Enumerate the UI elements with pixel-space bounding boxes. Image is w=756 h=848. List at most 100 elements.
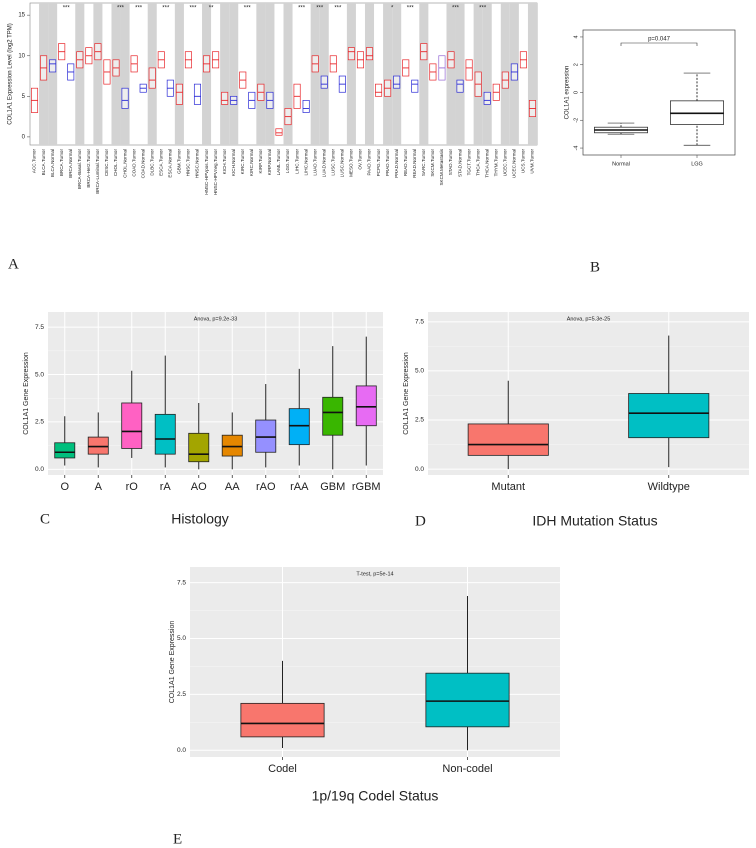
x-tick-label: O bbox=[60, 481, 69, 493]
x-tick-label: DLBC.Tumor bbox=[149, 149, 154, 176]
x-tick-label: LIHC.Tumor bbox=[294, 149, 299, 174]
x-tick-label: ESCA.Normal bbox=[168, 149, 173, 178]
x-tick-label: Normal bbox=[612, 161, 630, 167]
box bbox=[411, 79, 419, 93]
y-tick-label: 0.0 bbox=[35, 466, 44, 473]
x-tick-label: KICH.Tumor bbox=[222, 149, 227, 175]
group-shade bbox=[48, 3, 58, 145]
box bbox=[49, 59, 57, 73]
box bbox=[221, 434, 243, 457]
significance: *** bbox=[479, 6, 487, 12]
x-tick-label: rO bbox=[126, 481, 139, 493]
group-shade bbox=[446, 3, 456, 145]
y-tick-label: 5.0 bbox=[35, 371, 44, 378]
x-tick-label: LAML.Tumor bbox=[276, 149, 281, 176]
x-tick-label: THCA.Normal bbox=[484, 149, 489, 178]
group-shade bbox=[283, 3, 293, 145]
y-tick-label: 5.0 bbox=[415, 368, 424, 375]
y-tick-label: 2.5 bbox=[177, 691, 186, 698]
box bbox=[221, 91, 229, 105]
x-tick-label: LIHC.Normal bbox=[303, 149, 308, 176]
x-tick-label: GBM.Tumor bbox=[177, 149, 182, 174]
x-tick-label: CHOL.Normal bbox=[122, 149, 127, 178]
x-tick-label: CESC.Tumor bbox=[104, 149, 109, 177]
x-tick-label: SKCM.Tumor bbox=[430, 149, 435, 177]
x-tick-label: PRAD.Tumor bbox=[385, 149, 390, 177]
y-tick-label: 0 bbox=[22, 134, 26, 140]
x-tick-label: SKCM.Metastasis bbox=[439, 148, 444, 185]
x-tick-label: CHOL.Tumor bbox=[113, 149, 118, 177]
x-tick-label: COAD.Normal bbox=[140, 149, 145, 178]
y-tick-label: 4 bbox=[573, 35, 579, 38]
x-tick-label: Mutant bbox=[491, 481, 525, 493]
x-tick-label: HNSC.Tumor bbox=[186, 149, 191, 177]
group-shade bbox=[310, 3, 320, 145]
significance: *** bbox=[162, 6, 170, 12]
significance: *** bbox=[316, 6, 324, 12]
y-tick-label: 7.5 bbox=[177, 579, 186, 586]
box bbox=[87, 436, 109, 455]
group-shade bbox=[220, 3, 230, 145]
significance: *** bbox=[63, 6, 71, 12]
x-axis-label: IDH Mutation Status bbox=[532, 513, 657, 529]
y-tick-label: 2.5 bbox=[35, 419, 44, 426]
x-tick-label: HNSC.Normal bbox=[195, 149, 200, 178]
y-tick-label: 2 bbox=[573, 63, 579, 66]
x-tick-label: COAD.Tumor bbox=[131, 149, 136, 177]
box bbox=[365, 47, 374, 61]
group-shade bbox=[229, 3, 239, 145]
box bbox=[456, 79, 464, 93]
y-tick-label: 0.0 bbox=[415, 466, 424, 473]
y-tick-label: 2.5 bbox=[415, 417, 424, 424]
significance: *** bbox=[452, 6, 460, 12]
box bbox=[322, 396, 344, 436]
box bbox=[148, 67, 156, 89]
box bbox=[121, 87, 129, 109]
x-tick-label: LGG bbox=[691, 161, 703, 167]
group-shade bbox=[93, 3, 103, 145]
y-tick-label: 0 bbox=[573, 91, 579, 94]
x-tick-label: READ.Tumor bbox=[403, 149, 408, 177]
annotation: Anova, p=9.2e-33 bbox=[194, 316, 238, 322]
x-tick-label: KIRP.Normal bbox=[267, 149, 272, 175]
significance: *** bbox=[244, 6, 252, 12]
x-tick-label: Non-codel bbox=[442, 763, 492, 775]
significance: ** bbox=[209, 6, 214, 12]
y-axis-label: COL1A1 Gene Expression bbox=[169, 621, 176, 704]
y-tick-label: -4 bbox=[573, 146, 579, 151]
annotation: T-test, p=5e-14 bbox=[356, 571, 393, 577]
group-shade bbox=[419, 3, 429, 145]
box bbox=[347, 47, 355, 61]
significance: *** bbox=[407, 6, 415, 12]
x-tick-label: LUSC.Normal bbox=[340, 149, 345, 177]
x-tick-label: BRCA.Normal bbox=[68, 149, 73, 178]
significance: *** bbox=[117, 6, 125, 12]
x-tick-label: KIRC.Normal bbox=[249, 149, 254, 176]
x-tick-label: KICH.Normal bbox=[231, 149, 236, 176]
annotation: Anova, p=5.3e-25 bbox=[567, 316, 611, 322]
box bbox=[320, 75, 328, 89]
group-shade bbox=[455, 3, 465, 145]
x-tick-label: rAO bbox=[256, 481, 276, 493]
x-tick-label: ACC.Tumor bbox=[32, 149, 37, 174]
x-tick-label: ESCA.Tumor bbox=[158, 149, 163, 176]
x-tick-label: BRCA-Basal.Tumor bbox=[77, 149, 82, 190]
x-tick-label: THYM.Tumor bbox=[493, 149, 498, 177]
y-tick-label: 5 bbox=[22, 94, 26, 100]
group-shade bbox=[319, 3, 329, 145]
box bbox=[121, 402, 143, 449]
x-tick-label: Codel bbox=[268, 763, 297, 775]
x-tick-label: LUSC.Tumor bbox=[331, 149, 336, 176]
box bbox=[275, 128, 283, 136]
y-tick-label: 15 bbox=[18, 13, 25, 19]
group-shade bbox=[256, 3, 266, 145]
x-tick-label: rGBM bbox=[352, 481, 381, 493]
y-axis-label: COL1A1 Gene Expression bbox=[403, 352, 410, 435]
significance: *** bbox=[334, 6, 342, 12]
x-tick-label: Wildtype bbox=[648, 481, 690, 493]
group-shade bbox=[482, 3, 492, 145]
x-axis-label: Histology bbox=[171, 511, 229, 527]
x-tick-label: A bbox=[95, 481, 103, 493]
panel-label: C bbox=[40, 511, 50, 527]
x-tick-label: LUAD.Tumor bbox=[312, 149, 317, 176]
